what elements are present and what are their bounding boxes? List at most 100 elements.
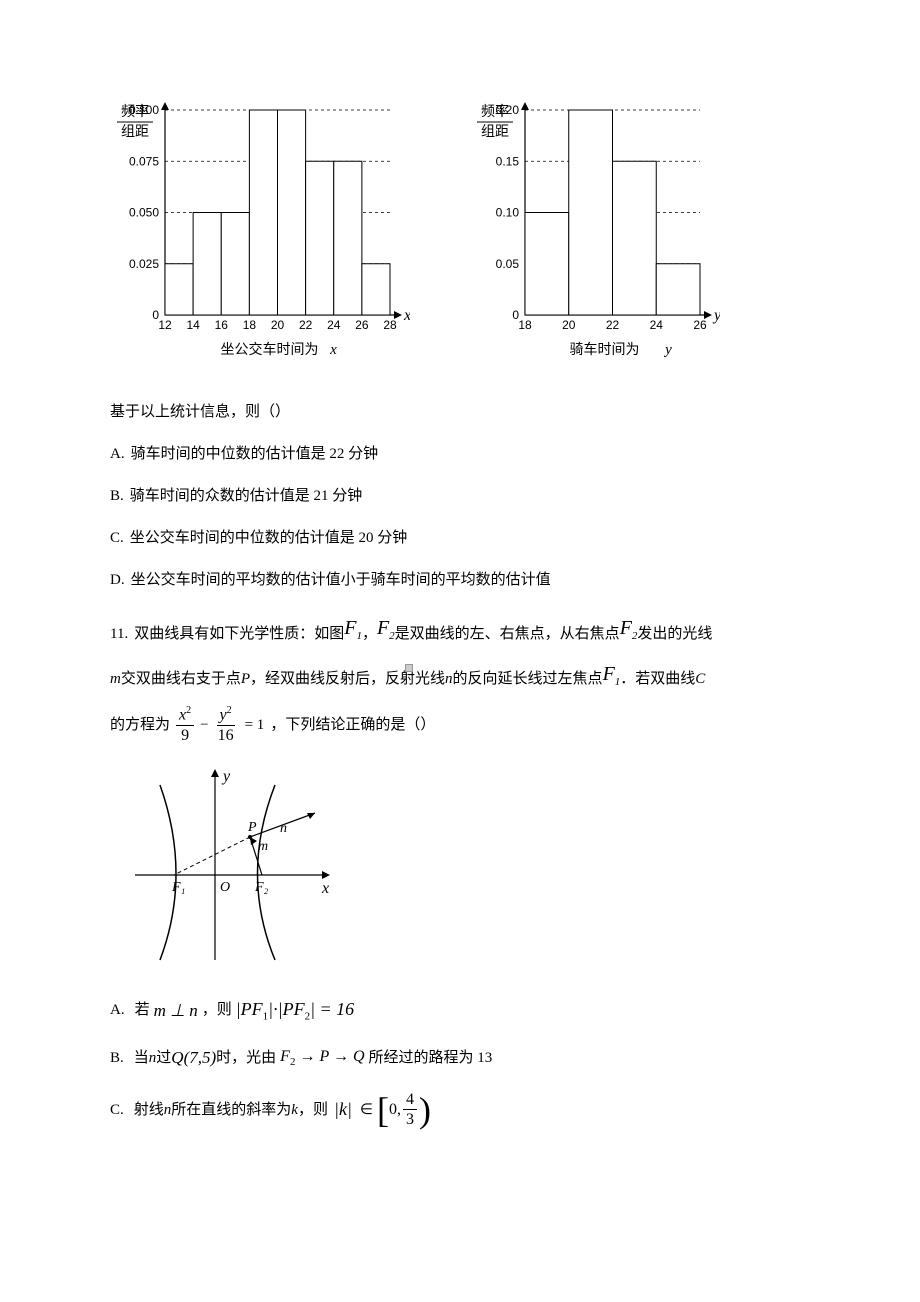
- interval-expr: |k| ∈ [ 0, 4 3 ): [334, 1090, 431, 1129]
- svg-text:m: m: [258, 839, 268, 854]
- svg-text:18: 18: [243, 318, 257, 332]
- svg-text:n: n: [280, 821, 287, 836]
- q10-option-c: C. 坐公交车时间的中位数的估计值是 20 分钟: [110, 526, 810, 550]
- svg-text:组距: 组距: [481, 124, 509, 140]
- svg-text:28: 28: [383, 318, 397, 332]
- q11-line2: m 交双曲线右支于点 P ，经双曲线反射后，反射光线 n 的反向延长线过左焦点 …: [110, 658, 810, 692]
- text: ，则: [298, 1098, 328, 1122]
- text: 所经过的路程为 13: [369, 1046, 493, 1070]
- k-var: k: [291, 1098, 298, 1122]
- svg-text:F₂: F₂: [254, 880, 269, 895]
- svg-text:22: 22: [606, 318, 620, 332]
- svg-text:0.05: 0.05: [496, 257, 520, 271]
- svg-text:y: y: [712, 307, 720, 324]
- text: 的方程为: [110, 713, 170, 737]
- charts-row: 频率组距0.1000.0750.0500.0250121416182022242…: [110, 100, 810, 360]
- q11-option-c: C. 射线 n 所在直线的斜率为 k ，则 |k| ∈ [ 0, 4 3 ): [110, 1090, 810, 1129]
- svg-text:坐公交车时间为: 坐公交车时间为: [221, 341, 319, 358]
- C-var: C: [695, 667, 705, 691]
- histogram-bus: 频率组距0.1000.0750.0500.0250121416182022242…: [110, 100, 410, 360]
- svg-text:0.100: 0.100: [129, 103, 159, 117]
- P-var: P: [241, 667, 250, 691]
- text: ，: [362, 622, 377, 646]
- svg-text:18: 18: [518, 318, 532, 332]
- svg-text:20: 20: [271, 318, 285, 332]
- text: ，下列结论正确的是（）: [270, 713, 435, 737]
- svg-text:x: x: [329, 342, 337, 358]
- text: 的反向延长线过左焦点: [453, 667, 603, 691]
- svg-text:y: y: [663, 342, 672, 358]
- svg-text:x: x: [321, 880, 329, 897]
- svg-text:26: 26: [693, 318, 707, 332]
- svg-text:0.20: 0.20: [496, 103, 520, 117]
- abs-expr: |PF1|·|PF2| = 16: [236, 995, 354, 1026]
- svg-text:22: 22: [299, 318, 313, 332]
- q10-option-d: D. 坐公交车时间的平均数的估计值小于骑车时间的平均数的估计值: [110, 568, 810, 592]
- svg-text:24: 24: [327, 318, 341, 332]
- path-expr: F2 → P → Q: [280, 1044, 364, 1072]
- svg-text:组距: 组距: [121, 124, 149, 140]
- n-var: n: [149, 1046, 157, 1070]
- option-label: B.: [110, 484, 124, 508]
- option-label: A.: [110, 442, 125, 466]
- option-label: B.: [110, 1046, 124, 1070]
- svg-text:骑车时间为: 骑车时间为: [570, 341, 640, 358]
- text: 射线: [134, 1098, 164, 1122]
- svg-text:x: x: [403, 307, 410, 324]
- fraction-x2-9: x2 9: [176, 705, 194, 745]
- text: ，经双曲线反射后，反射光线: [250, 667, 445, 691]
- text: 是双曲线的左、右焦点，从右焦点: [395, 622, 620, 646]
- q11-equation-line: 的方程为 x2 9 − y2 16 = 1 ，下列结论正确的是（）: [110, 705, 810, 745]
- option-text: 骑车时间的众数的估计值是 21 分钟: [130, 484, 363, 508]
- svg-text:16: 16: [215, 318, 229, 332]
- option-label: A.: [110, 998, 125, 1022]
- F1-symbol: F1: [603, 658, 621, 692]
- n-var: n: [164, 1098, 172, 1122]
- option-label: D.: [110, 568, 125, 592]
- q11-line1: 11. 双曲线具有如下光学性质：如图 F1 ， F2 是双曲线的左、右焦点，从右…: [110, 612, 810, 646]
- n-var: n: [445, 667, 453, 691]
- svg-text:12: 12: [158, 318, 172, 332]
- Q-point: Q(7,5): [171, 1044, 216, 1071]
- svg-text:y: y: [221, 768, 231, 785]
- svg-text:24: 24: [650, 318, 664, 332]
- F2-symbol: F2: [377, 612, 395, 646]
- text: 时，光由: [216, 1046, 276, 1070]
- svg-text:0.025: 0.025: [129, 257, 159, 271]
- svg-text:0.050: 0.050: [129, 206, 159, 220]
- option-text: 坐公交车时间的平均数的估计值小于骑车时间的平均数的估计值: [131, 568, 551, 592]
- option-label: C.: [110, 1098, 124, 1122]
- svg-text:F₁: F₁: [171, 880, 185, 895]
- svg-text:0.15: 0.15: [496, 154, 520, 168]
- text: 当: [134, 1046, 149, 1070]
- q11-option-a: A. 若 m ⊥ n ，则 |PF1|·|PF2| = 16: [110, 995, 810, 1026]
- text: ，则: [202, 998, 232, 1022]
- text: 过: [156, 1046, 171, 1070]
- q10-option-b: B. 骑车时间的众数的估计值是 21 分钟: [110, 484, 810, 508]
- svg-text:0.075: 0.075: [129, 154, 159, 168]
- text: ．若双曲线: [620, 667, 695, 691]
- histogram-bike: 频率组距0.200.150.100.0501820222426y骑车时间为y: [470, 100, 720, 360]
- m-var: m: [110, 667, 121, 691]
- text: 发出的光线: [637, 622, 712, 646]
- text: 若: [135, 998, 150, 1022]
- minus: −: [200, 713, 208, 737]
- svg-text:P: P: [247, 820, 257, 835]
- svg-text:0.10: 0.10: [496, 206, 520, 220]
- q10-stem: 基于以上统计信息，则（）: [110, 400, 810, 424]
- F1-symbol: F1: [344, 612, 362, 646]
- q10-option-a: A. 骑车时间的中位数的估计值是 22 分钟: [110, 442, 810, 466]
- option-text: 坐公交车时间的中位数的估计值是 20 分钟: [130, 526, 408, 550]
- option-label: C.: [110, 526, 124, 550]
- F2-symbol: F2: [620, 612, 638, 646]
- svg-text:14: 14: [186, 318, 200, 332]
- eq1: = 1: [245, 713, 265, 737]
- text: 双曲线具有如下光学性质：如图: [134, 622, 344, 646]
- text: 交双曲线右支于点: [121, 667, 241, 691]
- option-text: 骑车时间的中位数的估计值是 22 分钟: [131, 442, 379, 466]
- q11-number: 11.: [110, 622, 128, 646]
- fraction-y2-16: y2 16: [215, 705, 237, 745]
- svg-text:20: 20: [562, 318, 576, 332]
- hyperbola-diagram: F₁F₂OPnmyx: [130, 765, 810, 965]
- watermark-dot: [405, 664, 413, 672]
